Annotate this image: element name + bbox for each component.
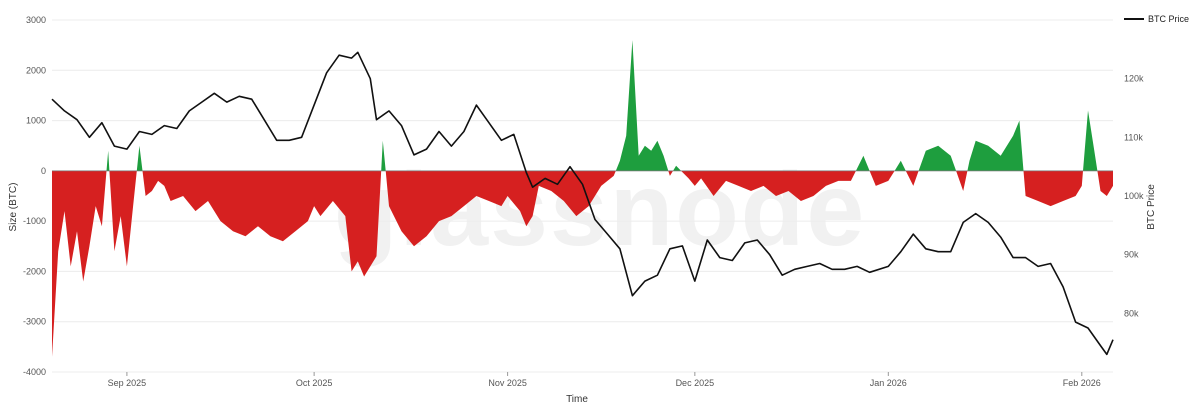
right-axis-ticks: 80k 90k 100k 110k 120k: [1124, 74, 1144, 319]
x-tick-label: Oct 2025: [296, 378, 333, 388]
x-tick-label: Jan 2026: [870, 378, 907, 388]
y-tick-label: 1000: [26, 116, 46, 126]
x-tick-label: Sep 2025: [108, 378, 147, 388]
legend-label: BTC Price: [1148, 14, 1189, 24]
legend[interactable]: BTC Price: [1124, 14, 1189, 24]
size-area-layer: [52, 40, 1113, 357]
y-tick-label: 0: [41, 166, 46, 176]
y2-tick-label: 80k: [1124, 308, 1139, 318]
x-tick-label: Dec 2025: [676, 378, 715, 388]
y2-tick-label: 90k: [1124, 250, 1139, 260]
y-tick-label: -2000: [23, 266, 46, 276]
y2-tick-label: 100k: [1124, 191, 1144, 201]
y-tick-label: 2000: [26, 65, 46, 75]
x-tick-label: Nov 2025: [488, 378, 527, 388]
y-axis-title: Size (BTC): [8, 183, 19, 232]
y2-axis-title: BTC Price: [1146, 184, 1157, 230]
x-axis-title: Time: [566, 394, 588, 405]
size-positive-area: [52, 40, 1113, 171]
left-axis-ticks: 3000 2000 1000 0 -1000 -2000 -3000 -4000: [23, 15, 46, 377]
btc-price-line: [51, 51, 1114, 356]
y2-tick-label: 120k: [1124, 74, 1144, 84]
x-tick-label: Feb 2026: [1063, 378, 1101, 388]
y-tick-label: -3000: [23, 317, 46, 327]
y-tick-label: 3000: [26, 15, 46, 25]
y2-tick-label: 110k: [1124, 132, 1143, 142]
size-negative-area: [52, 170, 1113, 357]
price-line-layer: [51, 51, 1114, 356]
y-tick-label: -1000: [23, 216, 46, 226]
time-axis-ticks: Sep 2025 Oct 2025 Nov 2025 Dec 2025 Jan 2026…: [108, 372, 1101, 388]
y-tick-label: -4000: [23, 367, 46, 377]
